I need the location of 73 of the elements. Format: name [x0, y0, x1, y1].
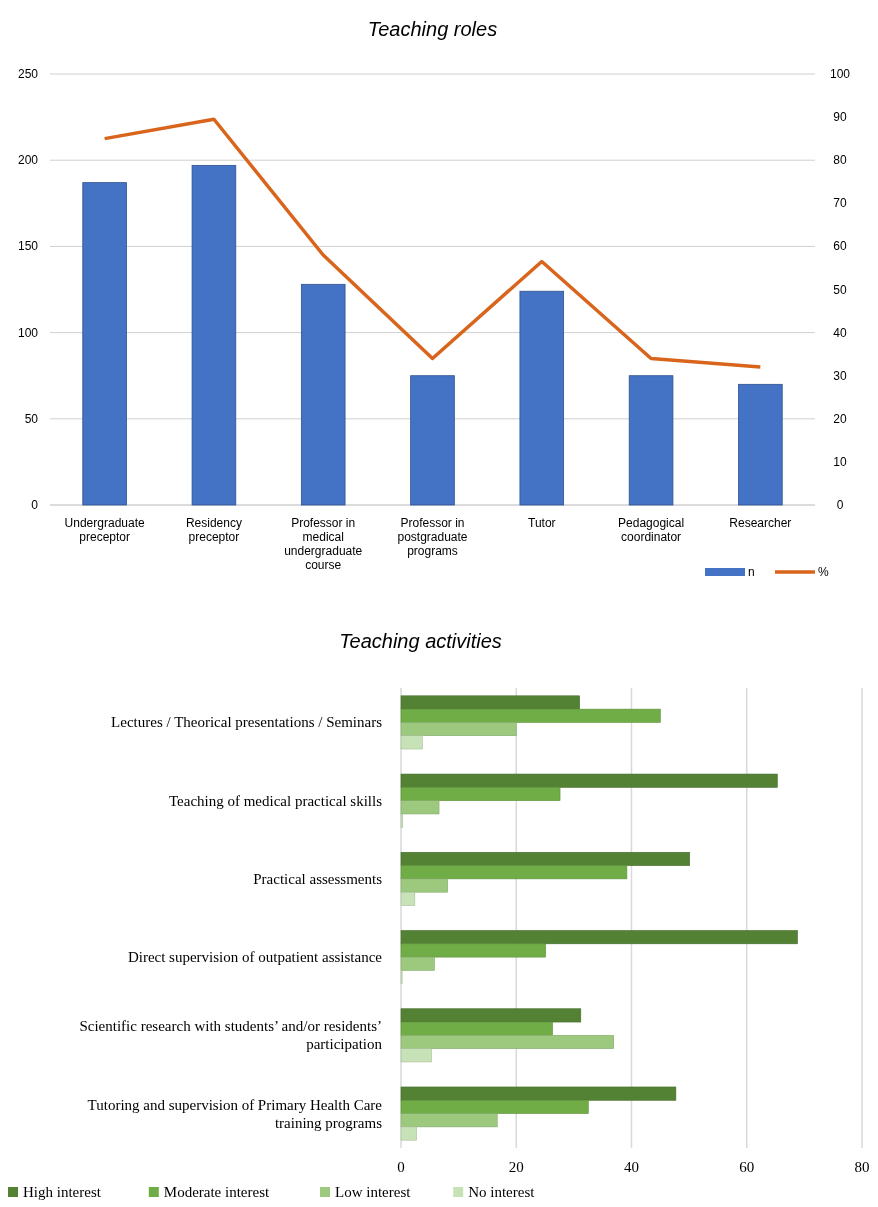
- bar: [628, 375, 674, 506]
- y2-tick-label: 60: [833, 239, 847, 254]
- x-tick-label: Tutor: [528, 516, 556, 530]
- bar: [400, 1086, 677, 1101]
- y2-tick-label: 0: [836, 498, 844, 512]
- bar: [410, 375, 455, 506]
- x-tick-label: 20: [508, 1159, 524, 1175]
- y-tick-label: 100: [17, 325, 39, 340]
- bar: [400, 878, 448, 893]
- bar: [400, 956, 435, 971]
- legend-label: High interest: [23, 1184, 102, 1200]
- legend-label: Moderate interest: [163, 1184, 271, 1200]
- y2-tick-label: 20: [833, 411, 847, 426]
- bar: [400, 1035, 614, 1049]
- y2-tick-label: 70: [833, 196, 847, 211]
- bar: [400, 735, 423, 750]
- bar: [400, 787, 561, 801]
- y2-tick-label: 100: [829, 67, 851, 81]
- y2-tick-label: 50: [833, 282, 847, 297]
- bar: [400, 708, 661, 723]
- y-tick-label: Direct supervision of outpatient assistance: [127, 949, 383, 966]
- bar: [400, 930, 798, 945]
- y-tick-label: Scientific research with students’ and/or residents’ participation: [79, 1018, 383, 1053]
- bar: [400, 1008, 582, 1023]
- line-series: [102, 117, 763, 369]
- x-tick-label: 60: [739, 1159, 755, 1175]
- bar: [400, 773, 778, 788]
- y2-tick-label: 80: [833, 153, 847, 168]
- x-tick-label: Professor in postgraduate programs: [397, 516, 468, 558]
- bar: [400, 1126, 417, 1141]
- x-tick-label: Residency preceptor: [185, 516, 242, 544]
- legend-label: No interest: [468, 1184, 536, 1200]
- x-tick-label: 0: [397, 1159, 405, 1175]
- y2-tick-label: 30: [833, 368, 847, 383]
- bar: [519, 290, 565, 506]
- bar: [738, 383, 783, 506]
- y-tick-label: Teaching of medical practical skills: [168, 792, 383, 809]
- bar: [400, 695, 580, 710]
- x-tick-label: Researcher: [729, 516, 792, 530]
- bar: [400, 1099, 589, 1114]
- chart-title: Teaching activities: [339, 630, 502, 652]
- y-tick-label: 50: [24, 411, 39, 426]
- bar: [300, 283, 346, 506]
- y2-tick-label: 90: [833, 110, 847, 125]
- legend-label: %: [818, 565, 829, 579]
- y-tick-label: Tutoring and supervision of Primary Health Care training programs: [87, 1096, 383, 1131]
- x-tick-label: 80: [854, 1159, 870, 1175]
- bar: [400, 943, 546, 958]
- bar: [400, 851, 690, 866]
- bar: [82, 182, 127, 506]
- bar: [400, 1048, 432, 1063]
- legend-label: n: [748, 565, 755, 579]
- bar: [400, 891, 416, 906]
- legend-label: Low interest: [335, 1184, 412, 1200]
- bar: [400, 800, 440, 815]
- x-tick-label: Undergraduate preceptor: [64, 516, 145, 544]
- y-tick-label: 0: [31, 498, 39, 512]
- y-tick-label: Lectures / Theorical presentations / Seminars: [111, 714, 383, 731]
- chart-title: Teaching roles: [367, 18, 498, 40]
- bar: [400, 1021, 553, 1036]
- bar: [400, 865, 628, 880]
- bar: [191, 164, 237, 506]
- x-tick-label: Pedagogical coordinator: [618, 516, 685, 544]
- y-tick-label: 150: [17, 239, 39, 254]
- y2-tick-label: 10: [833, 454, 847, 469]
- y-tick-label: 250: [17, 67, 39, 81]
- bar: [400, 722, 517, 737]
- bar: [400, 1113, 498, 1128]
- x-tick-label: 40: [624, 1159, 639, 1175]
- x-tick-label: Professor in medical undergraduate course: [284, 516, 363, 572]
- y2-tick-label: 40: [833, 325, 847, 340]
- y-tick-label: 200: [17, 153, 39, 168]
- y-tick-label: Practical assessments: [253, 870, 383, 887]
